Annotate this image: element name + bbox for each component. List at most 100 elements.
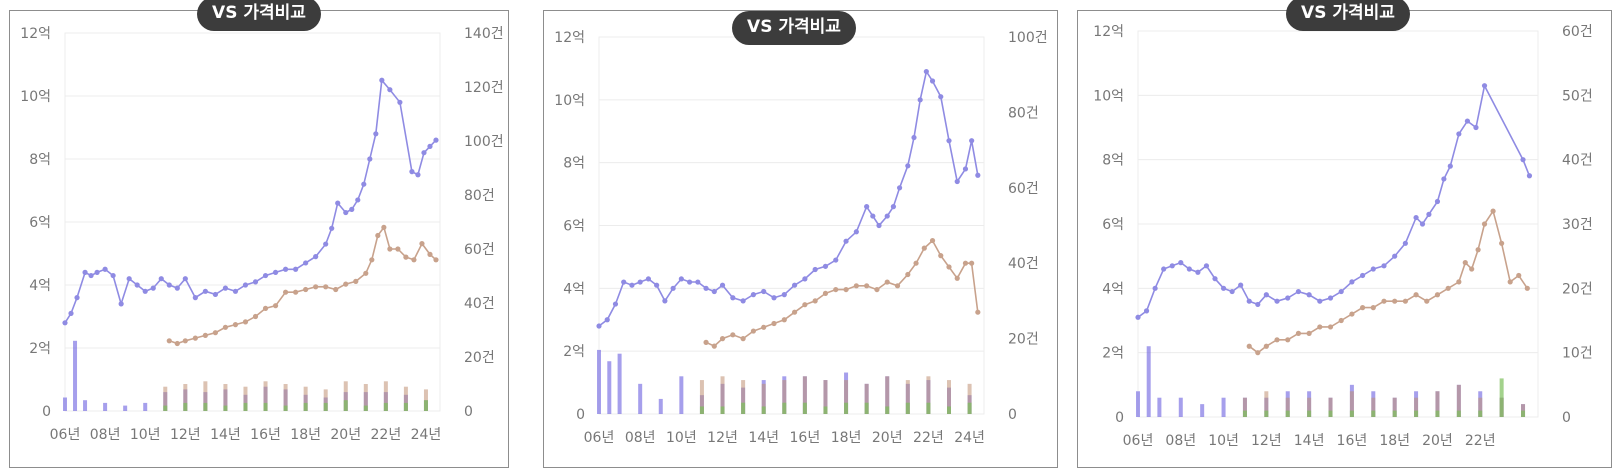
price-point	[1169, 263, 1175, 269]
count-point	[192, 335, 198, 341]
count-point	[202, 332, 208, 338]
price-point	[158, 276, 164, 282]
volume-bar	[203, 381, 208, 411]
price-point	[68, 310, 74, 316]
x-tick-label: 06년	[1123, 433, 1154, 449]
y-left-tick-label: 2억	[563, 344, 585, 360]
count-point	[282, 289, 289, 295]
price-point	[750, 292, 757, 298]
count-point	[419, 241, 425, 247]
price-point	[929, 78, 936, 84]
price-point	[355, 197, 361, 203]
volume-bar	[1435, 410, 1440, 417]
price-point	[415, 172, 421, 178]
price-point	[703, 285, 709, 291]
count-point	[740, 336, 746, 342]
volume-bar	[658, 398, 663, 414]
price-point	[654, 282, 660, 288]
price-point	[711, 288, 717, 295]
price-point	[1464, 118, 1471, 124]
count-point	[1524, 285, 1530, 291]
volume-bar	[844, 402, 849, 414]
x-tick-label: 06년	[584, 430, 615, 446]
volume-bar	[720, 376, 725, 414]
x-tick-label: 16년	[1337, 433, 1368, 449]
x-tick-label: 12년	[707, 430, 738, 446]
price-point	[387, 87, 393, 93]
count-point	[822, 290, 829, 296]
volume-bar	[163, 386, 168, 411]
price-point	[946, 138, 952, 144]
price-point	[202, 288, 208, 294]
count-point	[1255, 350, 1261, 356]
x-tick-label: 14년	[748, 430, 779, 446]
count-point	[781, 317, 787, 323]
volume-bar	[782, 402, 787, 414]
volume-bar	[1349, 410, 1354, 417]
count-point	[333, 286, 339, 293]
count-point	[363, 270, 369, 276]
price-line	[598, 69, 979, 327]
x-tick-label: 18년	[831, 430, 862, 446]
price-point	[1413, 214, 1419, 221]
count-point	[812, 298, 818, 304]
x-tick-label: 18년	[1379, 433, 1410, 449]
x-tick-label: 18년	[290, 427, 321, 443]
count-point	[1381, 298, 1387, 304]
price-point	[962, 166, 969, 172]
count-point	[1274, 337, 1280, 343]
volume-bar	[73, 340, 78, 411]
volume-bar	[83, 400, 88, 411]
y-right-tick-label: 50건	[1562, 88, 1593, 104]
price-point	[1359, 272, 1366, 279]
y-left-tick-label: 4억	[1102, 281, 1124, 297]
count-point	[833, 286, 839, 293]
price-point	[1447, 163, 1453, 169]
x-tick-label: 16년	[250, 427, 281, 443]
price-point	[629, 282, 635, 288]
price-point	[662, 298, 668, 304]
count-point	[1516, 272, 1522, 279]
x-tick-label: 10년	[666, 430, 697, 446]
price-point	[222, 285, 229, 291]
y-right-tick-label: 0	[1562, 410, 1571, 426]
chart-panel-3: VS 가격비교 0 2억 4억 6억 8억 10억 12억 0 10건 20건 30건 40건 50건 6…	[1077, 0, 1612, 468]
count-point	[864, 283, 870, 289]
volume-bar	[1371, 410, 1376, 417]
price-point	[670, 285, 676, 291]
price-point	[1520, 157, 1526, 163]
volume-bar	[1456, 384, 1461, 417]
y-right-tick-label: 40건	[1008, 256, 1039, 272]
count-point	[1392, 298, 1398, 304]
volume-bar	[1521, 404, 1526, 417]
count-point	[802, 302, 808, 308]
volume-bar	[823, 406, 828, 414]
volume-bar	[947, 380, 951, 414]
price-point	[1402, 240, 1408, 246]
price-point	[1370, 266, 1376, 272]
count-point	[750, 328, 757, 334]
price-point	[864, 204, 870, 210]
volume-bar	[1521, 410, 1526, 417]
volume-bar	[1136, 391, 1140, 417]
count-point	[1327, 324, 1334, 330]
count-point	[1456, 279, 1462, 285]
count-point	[962, 260, 969, 266]
volume-bar	[638, 383, 643, 414]
y-right-tick-label: 60건	[1008, 181, 1039, 197]
volume-bar	[782, 380, 787, 414]
count-point	[921, 245, 927, 251]
count-point	[353, 278, 359, 284]
volume-bar	[1221, 397, 1226, 417]
price-point	[1238, 282, 1244, 288]
price-point	[812, 266, 818, 273]
volume-bar	[844, 380, 849, 414]
x-tick-label: 06년	[50, 427, 81, 443]
volume-bar	[1328, 397, 1333, 417]
price-point	[252, 279, 259, 285]
count-point	[1402, 298, 1408, 304]
y-right-tick-label: 0	[1008, 407, 1017, 423]
y-right-tick-label: 80건	[464, 188, 495, 204]
volume-bar	[223, 384, 228, 411]
price-point	[917, 97, 923, 103]
